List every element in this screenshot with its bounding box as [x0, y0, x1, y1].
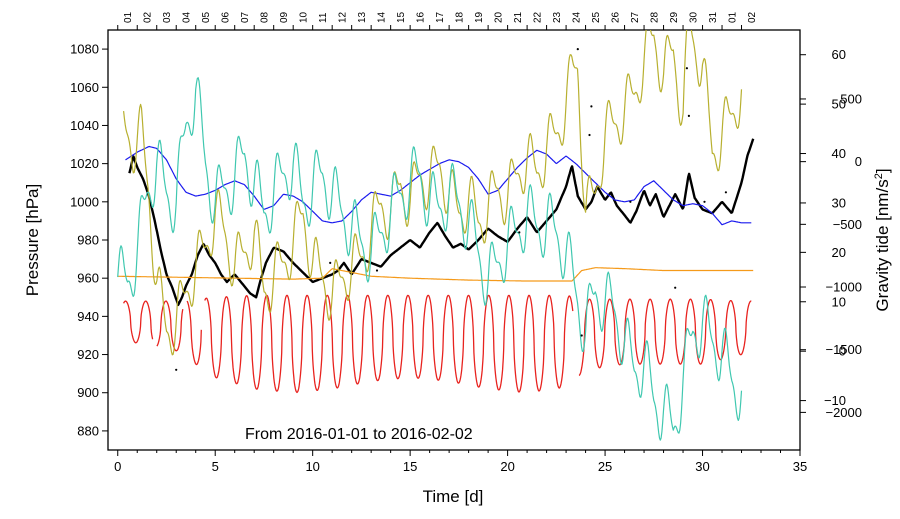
- top-day-label: 22: [532, 11, 543, 23]
- series-blue: [125, 145, 752, 226]
- date-range-annotation: From 2016-01-01 to 2016-02-02: [245, 426, 473, 443]
- top-day-label: 21: [513, 11, 524, 23]
- top-day-label: 01: [727, 11, 738, 23]
- top-day-label: 05: [201, 11, 212, 23]
- series-layer: [117, 30, 755, 441]
- top-day-label: 19: [474, 11, 485, 23]
- pressure-outlier-point: [724, 191, 728, 194]
- right-axis-title-end: ]: [873, 168, 892, 173]
- left-tick-label: 1000: [70, 194, 99, 209]
- right-upper-tick-label: 10: [832, 294, 846, 309]
- top-day-label: 03: [162, 11, 173, 23]
- pressure-outlier-point: [674, 286, 677, 289]
- left-tick-label: 980: [77, 233, 99, 248]
- pressure-outlier-point: [175, 368, 178, 371]
- top-day-label: 28: [649, 11, 660, 23]
- left-tick-label: 1060: [70, 80, 99, 95]
- top-day-label: 27: [630, 11, 641, 23]
- right-upper-tick-label: 20: [832, 245, 846, 260]
- pressure-outlier-point: [687, 114, 691, 117]
- top-day-label: 11: [318, 12, 329, 23]
- top-day-label: 15: [396, 11, 407, 23]
- right-lower-tick-label: 0: [855, 154, 862, 169]
- series-red: [123, 294, 752, 394]
- top-day-label: 23: [552, 11, 563, 23]
- x-tick-label: 0: [114, 459, 121, 474]
- pressure-outlier-point: [580, 334, 583, 337]
- top-day-label: 31: [708, 11, 719, 23]
- left-axis-title: Pressure [hPa]: [23, 184, 42, 296]
- pressure-outlier-point: [629, 200, 632, 203]
- plot-frame: [107, 29, 801, 451]
- left-tick-label: 880: [77, 423, 99, 438]
- top-day-label: 08: [259, 11, 270, 23]
- pressure-outlier-point: [703, 200, 706, 203]
- pressure-outlier-point: [685, 67, 689, 70]
- top-day-label: 02: [142, 11, 153, 23]
- top-day-label: 26: [610, 11, 621, 23]
- left-tick-label: 960: [77, 271, 99, 286]
- left-tick-label: 920: [77, 347, 99, 362]
- right-upper-tick-label: 60: [832, 47, 846, 62]
- top-day-label: 06: [220, 11, 231, 23]
- pressure-outlier-point: [375, 269, 379, 272]
- pressure-outlier-point: [590, 105, 593, 108]
- x-tick-label: 30: [695, 459, 709, 474]
- right-lower-tick-label: −1000: [825, 280, 862, 295]
- top-day-label: 18: [454, 11, 465, 23]
- left-tick-label: 940: [77, 309, 99, 324]
- top-day-label: 10: [298, 11, 309, 23]
- top-day-label: 13: [357, 11, 368, 23]
- pressure-outlier-point: [518, 231, 521, 234]
- top-day-label: 25: [591, 11, 602, 23]
- top-day-label: 12: [337, 11, 348, 23]
- right-upper-tick-label: −10: [824, 393, 846, 408]
- top-day-label: 04: [181, 11, 192, 23]
- top-day-label: 01: [123, 11, 134, 23]
- x-tick-label: 10: [305, 459, 319, 474]
- top-day-label: 20: [493, 11, 504, 23]
- top-day-label: 07: [240, 11, 251, 23]
- pressure-outlier-point: [588, 133, 591, 137]
- left-tick-label: 900: [77, 385, 99, 400]
- top-day-label: 16: [415, 11, 426, 23]
- top-day-label: 02: [747, 11, 758, 23]
- right-axis-title-main: Gravity tide [nm/s: [873, 179, 892, 311]
- right-upper-tick-label: 30: [832, 195, 846, 210]
- right-lower-tick-label: −500: [833, 217, 862, 232]
- x-tick-label: 20: [500, 459, 514, 474]
- right-lower-tick-label: −1500: [825, 342, 862, 357]
- pressure-outlier-point: [329, 261, 332, 264]
- right-upper-tick-label: 50: [832, 97, 846, 112]
- x-tick-label: 15: [403, 459, 417, 474]
- top-day-label: 17: [435, 11, 446, 23]
- left-tick-label: 1040: [70, 118, 99, 133]
- right-lower-tick-label: 500: [840, 91, 862, 106]
- top-day-label: 09: [279, 11, 290, 23]
- series-orange: [117, 267, 754, 282]
- plot-area: [107, 29, 801, 451]
- pressure-outlier-point: [576, 48, 579, 51]
- right-upper-tick-label: 0: [839, 344, 846, 359]
- series-yellow-green: [123, 30, 743, 356]
- x-tick-label: 35: [793, 459, 807, 474]
- pressure-outlier-point: [179, 300, 182, 303]
- left-tick-label: 1080: [70, 42, 99, 57]
- top-day-label: 14: [376, 11, 387, 23]
- x-axis-title: Time [d]: [423, 487, 484, 506]
- series-teal: [117, 77, 743, 441]
- top-day-label: 30: [688, 11, 699, 23]
- right-axis-title-sup: 2: [873, 173, 885, 179]
- x-tick-label: 25: [598, 459, 612, 474]
- top-day-label: 24: [571, 11, 582, 23]
- right-lower-tick-label: −2000: [825, 405, 862, 420]
- top-day-label: 29: [669, 11, 680, 23]
- left-tick-label: 1020: [70, 156, 99, 171]
- x-tick-label: 5: [212, 459, 219, 474]
- right-upper-tick-label: 40: [832, 146, 846, 161]
- right-axis-title: Gravity tide [nm/s2]: [873, 168, 892, 311]
